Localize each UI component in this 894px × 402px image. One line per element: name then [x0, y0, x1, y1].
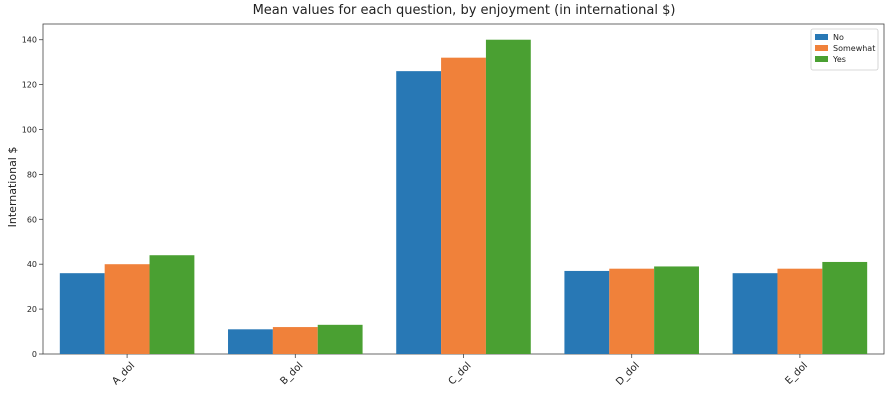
- bar-somewhat-e_dol: [777, 268, 823, 354]
- bar-no-a_dol: [59, 273, 105, 354]
- y-tick-label: 20: [27, 305, 37, 314]
- x-tick-label: E_dol: [783, 360, 810, 387]
- bar-no-e_dol: [732, 273, 778, 354]
- legend-swatch-yes: [815, 56, 828, 62]
- legend-label-no: No: [833, 33, 844, 42]
- bar-yes-a_dol: [149, 255, 195, 354]
- x-tick-label: A_dol: [110, 360, 137, 387]
- y-tick-label: 120: [22, 81, 37, 90]
- bar-no-b_dol: [228, 329, 273, 354]
- legend-swatch-somewhat: [815, 45, 828, 51]
- bar-yes-c_dol: [485, 39, 531, 354]
- bar-somewhat-d_dol: [609, 268, 655, 354]
- legend-swatch-no: [815, 34, 828, 40]
- y-axis-label: International $: [6, 147, 19, 228]
- legend-label-somewhat: Somewhat: [833, 44, 875, 53]
- y-tick-label: 60: [27, 215, 37, 224]
- bar-yes-e_dol: [822, 261, 868, 354]
- bar-somewhat-b_dol: [272, 327, 318, 354]
- bar-no-c_dol: [396, 71, 442, 355]
- legend: No Somewhat Yes: [810, 28, 879, 71]
- x-tick-label: C_dol: [447, 360, 474, 387]
- x-tick-label: D_dol: [614, 360, 642, 388]
- y-tick-label: 40: [27, 260, 37, 269]
- bar-no-d_dol: [564, 270, 610, 354]
- x-tick-label: B_dol: [278, 360, 305, 387]
- plot-area: 0 20 40 60 80 100 120 140 A_dol B_dol C_dol D_dol E_…: [22, 23, 885, 388]
- bar-somewhat-a_dol: [104, 264, 150, 354]
- y-tick-label: 0: [32, 350, 37, 359]
- bar-somewhat-c_dol: [441, 57, 486, 355]
- y-tick-label: 140: [22, 36, 37, 45]
- y-tick-label: 80: [27, 170, 37, 179]
- y-tick-label: 100: [22, 126, 37, 135]
- chart-title: Mean values for each question, by enjoym…: [253, 3, 676, 18]
- bar-yes-d_dol: [654, 266, 699, 354]
- legend-label-yes: Yes: [832, 55, 846, 64]
- bar-yes-b_dol: [317, 324, 363, 354]
